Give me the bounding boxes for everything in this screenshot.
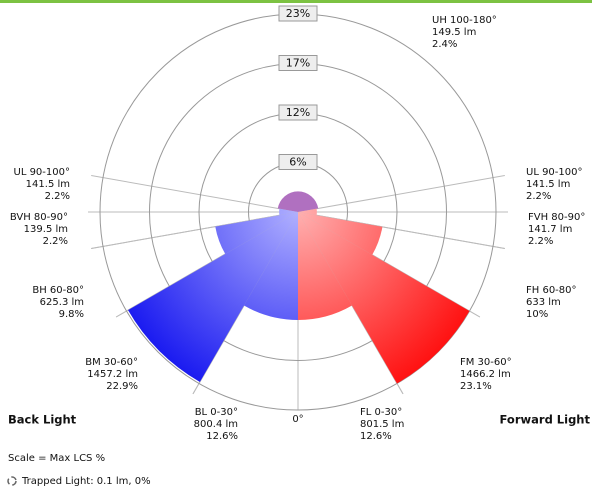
zone-wedge <box>277 191 319 212</box>
zone-percent-label: 2.4% <box>432 39 457 50</box>
zone-lumens-label: 801.5 lm <box>360 419 404 430</box>
zone-label: UL 90-100° <box>526 167 583 178</box>
ring-label: 17% <box>286 57 310 70</box>
zone-percent-label: 10% <box>526 309 548 320</box>
zone-lumens-label: 633 lm <box>526 297 561 308</box>
ring-label-box <box>278 154 318 170</box>
zone-wedge <box>298 212 352 320</box>
scale-note: Scale = Max LCS % <box>8 453 105 464</box>
zone-percent-label: 12.6% <box>360 431 392 442</box>
top-bar <box>0 0 592 3</box>
zone-wedge <box>244 212 298 320</box>
zone-lumens-label: 141.5 lm <box>26 179 70 190</box>
zone-line <box>297 175 505 213</box>
zone-wedge <box>298 212 470 384</box>
zone-lumens-label: 141.7 lm <box>528 224 572 235</box>
ring-label: 6% <box>289 156 306 169</box>
ring-label: 23% <box>286 7 310 20</box>
zone-wedge <box>298 212 383 255</box>
zone-percent-label: 2.2% <box>526 191 551 202</box>
zone-wedge <box>215 212 298 254</box>
trapped-note: Trapped Light: 0.1 lm, 0% <box>21 476 151 487</box>
zone-label: BM 30-60° <box>85 357 138 368</box>
zone-label: FL 0-30° <box>360 407 402 418</box>
zone-label: BL 0-30° <box>195 407 238 418</box>
back-label: Back Light <box>8 413 77 427</box>
zone-label: FVH 80-90° <box>528 212 585 223</box>
ring-label-box <box>278 104 318 121</box>
zone-label: BH 60-80° <box>32 285 84 296</box>
zone-percent-label: 23.1% <box>460 381 492 392</box>
ring-label-box <box>278 55 318 71</box>
zone-lumens-label: 1466.2 lm <box>460 369 511 380</box>
zone-percent-label: 22.9% <box>106 381 138 392</box>
zone-lumens-label: 625.3 lm <box>40 297 84 308</box>
zone-label: UH 100-180° <box>432 15 497 26</box>
zone-percent-label: 12.6% <box>206 431 238 442</box>
zone-label: FM 30-60° <box>460 357 512 368</box>
zone-lumens-label: 1457.2 lm <box>87 369 138 380</box>
ring-label-box <box>278 5 318 22</box>
zone-wedge <box>279 212 298 216</box>
zone-percent-label: 2.2% <box>43 236 68 247</box>
zone-wedge <box>298 212 317 216</box>
zone-wedge <box>279 208 298 212</box>
ring-label: 12% <box>286 106 310 119</box>
zone-label: BVH 80-90° <box>10 212 68 223</box>
zone-percent-label: 2.2% <box>45 191 70 202</box>
zone-line <box>91 175 299 213</box>
zone-lumens-label: 800.4 lm <box>194 419 238 430</box>
zone-line <box>297 211 505 249</box>
zone-label: FH 60-80° <box>526 285 577 296</box>
trapped-icon <box>7 476 17 486</box>
zone-lumens-label: 141.5 lm <box>526 179 570 190</box>
zone-percent-label: 2.2% <box>528 236 553 247</box>
zone-wedge <box>298 208 317 212</box>
forward-label: Forward Light <box>500 413 591 427</box>
zone-lumens-label: 139.5 lm <box>24 224 68 235</box>
nadir-label: 0° <box>292 414 303 425</box>
zone-lumens-label: 149.5 lm <box>432 27 476 38</box>
zone-label: UL 90-100° <box>14 167 71 178</box>
zone-wedge <box>128 212 298 382</box>
zone-percent-label: 9.8% <box>59 309 84 320</box>
